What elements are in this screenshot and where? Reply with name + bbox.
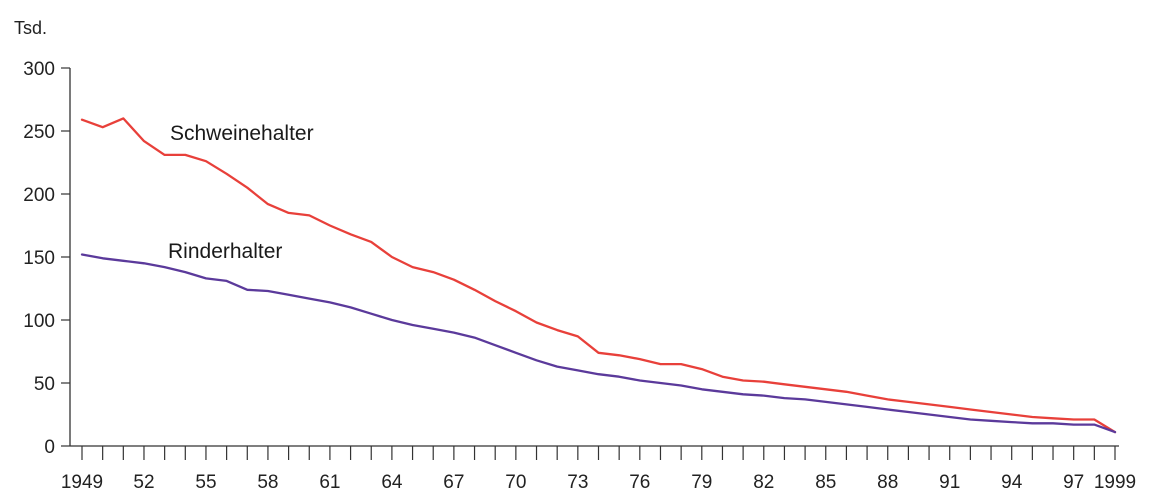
series-layer bbox=[80, 117, 1117, 434]
y-tick-label: 200 bbox=[23, 185, 55, 206]
x-tick-label: 94 bbox=[1001, 472, 1023, 493]
y-tick-label: 150 bbox=[23, 248, 55, 269]
x-tick-label: 58 bbox=[257, 472, 278, 493]
series-line-schweinehalter bbox=[80, 117, 1117, 434]
x-tick-label: 70 bbox=[505, 472, 526, 493]
x-axis: 1949 52 55 58 61 64 67 70 73 76 79 82 85 88 91 94 97 1999 bbox=[61, 445, 1136, 493]
x-tick-label: 1949 bbox=[61, 472, 103, 493]
x-tick-label: 73 bbox=[567, 472, 588, 493]
y-tick-label: 50 bbox=[34, 374, 55, 395]
x-tick-label: 61 bbox=[319, 472, 340, 493]
series-label-rinderhalter: Rinderhalter bbox=[168, 240, 282, 263]
x-tick-label: 82 bbox=[753, 472, 774, 493]
x-tick-label: 91 bbox=[939, 472, 960, 493]
y-axis: 0 50 100 150 200 250 300 bbox=[23, 59, 71, 458]
x-tick-label: 97 bbox=[1063, 472, 1084, 493]
x-tick-label: 76 bbox=[629, 472, 650, 493]
series-line-rinderhalter bbox=[80, 253, 1117, 434]
y-tick-label: 300 bbox=[23, 59, 55, 80]
x-tick-label: 88 bbox=[877, 472, 898, 493]
y-axis-unit-label: Tsd. bbox=[14, 18, 47, 38]
x-tick-label: 64 bbox=[381, 472, 403, 493]
x-tick-label: 1999 bbox=[1094, 472, 1136, 493]
y-tick-label: 100 bbox=[23, 311, 55, 332]
series-label-schweinehalter: Schweinehalter bbox=[170, 122, 314, 145]
y-tick-label: 0 bbox=[44, 437, 55, 458]
y-tick-label: 250 bbox=[23, 122, 55, 143]
x-tick-label: 67 bbox=[443, 472, 464, 493]
x-tick-label: 85 bbox=[815, 472, 836, 493]
x-tick-label: 55 bbox=[195, 472, 216, 493]
x-tick-label: 79 bbox=[691, 472, 712, 493]
x-tick-label: 52 bbox=[133, 472, 154, 493]
